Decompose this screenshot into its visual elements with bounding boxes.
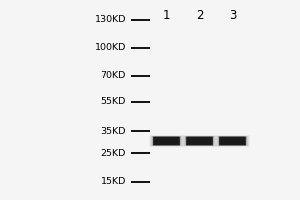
- FancyBboxPatch shape: [182, 135, 217, 147]
- Text: 15KD: 15KD: [100, 178, 126, 186]
- FancyBboxPatch shape: [153, 137, 180, 145]
- FancyBboxPatch shape: [216, 135, 250, 147]
- FancyBboxPatch shape: [186, 137, 213, 145]
- Text: 100KD: 100KD: [94, 44, 126, 52]
- Text: 55KD: 55KD: [100, 98, 126, 106]
- FancyBboxPatch shape: [218, 136, 247, 146]
- Text: 1: 1: [163, 9, 170, 22]
- Text: 130KD: 130KD: [94, 16, 126, 24]
- FancyBboxPatch shape: [152, 136, 182, 146]
- Text: 3: 3: [229, 9, 236, 22]
- Text: 70KD: 70KD: [100, 72, 126, 80]
- Text: 2: 2: [196, 9, 203, 22]
- FancyBboxPatch shape: [150, 135, 184, 147]
- Text: 25KD: 25KD: [100, 148, 126, 158]
- FancyBboxPatch shape: [185, 136, 214, 146]
- FancyBboxPatch shape: [219, 137, 246, 145]
- Text: 35KD: 35KD: [100, 127, 126, 136]
